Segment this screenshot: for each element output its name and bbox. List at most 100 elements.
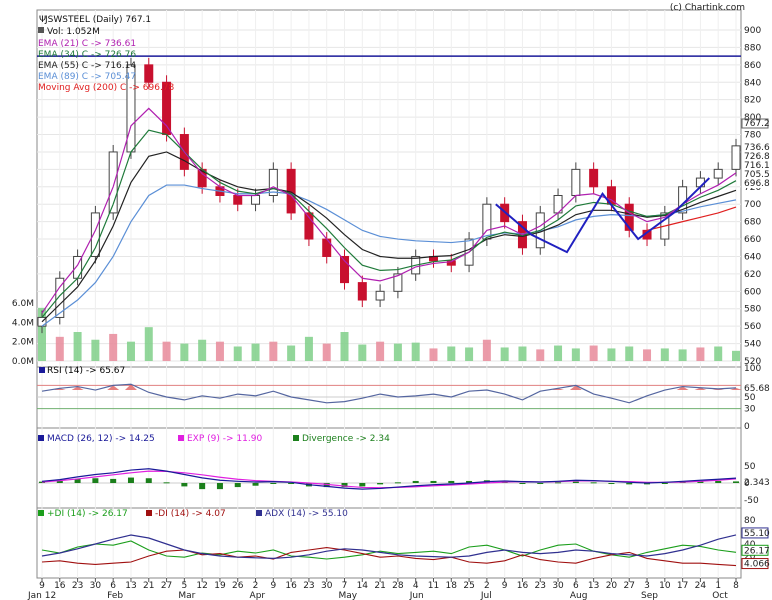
- volume-bar: [500, 347, 509, 361]
- candle-body: [589, 168, 599, 188]
- price-tick-label: 580: [744, 305, 761, 315]
- ema21-line: [41, 107, 737, 314]
- legend-entry: EMA (21) C -> 736.61: [38, 39, 136, 49]
- divergence-bar: [56, 480, 63, 483]
- volume-tick-label: 6.0M: [12, 299, 34, 309]
- volume-label: Vol: 1.052M: [47, 27, 100, 37]
- rsi-legend-swatch: [39, 367, 45, 373]
- volume-bar: [376, 341, 385, 361]
- watermark-text: (c) Chartink.com: [670, 3, 745, 13]
- x-day-label: 27: [161, 581, 172, 591]
- macd-tick-label: -50: [744, 496, 759, 506]
- price-tick-label: 540: [744, 340, 761, 350]
- volume-bar: [678, 349, 687, 361]
- volume-bar: [322, 343, 331, 361]
- candle-body: [90, 212, 100, 257]
- x-day-label: 24: [695, 581, 707, 591]
- volume-bar: [536, 349, 545, 361]
- x-day-label: 23: [535, 581, 546, 591]
- rsi-tick-label: 50: [744, 393, 756, 403]
- x-day-label: 16: [54, 581, 66, 591]
- value-label: 736.6: [744, 143, 770, 153]
- divergence-bar: [626, 483, 633, 485]
- divergence-bar: [448, 480, 455, 483]
- volume-bar: [287, 345, 296, 361]
- x-day-label: 5: [181, 581, 187, 591]
- volume-bar: [607, 348, 616, 361]
- divergence-bar: [661, 483, 668, 484]
- price-tick-label: 840: [744, 78, 761, 88]
- x-day-label: 7: [342, 581, 348, 591]
- adx-line: [41, 534, 737, 560]
- x-day-label: 12: [196, 581, 207, 591]
- value-label-box: [742, 143, 768, 152]
- macd-legend-label: MACD (26, 12) -> 14.25: [47, 434, 155, 444]
- x-day-label: 16: [285, 581, 297, 591]
- rsi-overbought-fill: [71, 386, 84, 391]
- price-tick-label: 560: [744, 322, 761, 332]
- volume-bar: [180, 343, 189, 361]
- x-month-label: Jun: [409, 591, 424, 600]
- value-label-box: [742, 161, 768, 170]
- price-tick-label: 800: [744, 113, 761, 123]
- divergence-bar: [555, 482, 562, 484]
- candle-body: [731, 145, 741, 170]
- candle-body: [446, 260, 456, 266]
- volume-tick-label: 2.0M: [12, 338, 34, 348]
- dmi-tick-label: 80: [744, 516, 756, 526]
- chart-title: JSWSTEEL (Daily) 767.1: [44, 15, 151, 25]
- candle-body: [55, 277, 65, 318]
- candle-body: [624, 203, 634, 231]
- x-day-label: 27: [624, 581, 635, 591]
- candle-body: [233, 195, 243, 205]
- divergence-bar: [92, 478, 99, 483]
- panel-frame: [36, 507, 742, 579]
- dmi-tick-label: 20: [744, 552, 756, 562]
- value-label: 705.5: [744, 170, 770, 180]
- volume-bar: [571, 348, 580, 361]
- candle-body: [357, 282, 367, 301]
- divergence-bar: [715, 480, 722, 483]
- volume-bar: [251, 343, 260, 361]
- x-day-label: 13: [125, 581, 136, 591]
- x-day-label: 13: [588, 581, 599, 591]
- x-day-label: 3: [644, 581, 650, 591]
- divergence-bar: [644, 483, 651, 485]
- volume-bar: [358, 344, 367, 361]
- volume-bar: [73, 332, 82, 361]
- divergence-bar: [537, 483, 544, 484]
- volume-bar: [411, 342, 420, 361]
- x-day-label: 1: [715, 581, 721, 591]
- dmi-legend-swatch: [256, 510, 262, 516]
- rsi-overbought-fill: [694, 387, 707, 391]
- divergence-bar: [608, 483, 615, 484]
- dmi-value-label: 55.10: [744, 529, 770, 539]
- divergence-bar: [323, 483, 330, 488]
- price-tick-label: 520: [744, 357, 761, 367]
- macd-legend-swatch: [293, 435, 299, 441]
- volume-bar: [465, 347, 474, 361]
- volume-bar: [393, 343, 402, 361]
- volume-bar: [91, 339, 100, 361]
- price-tick-label: 660: [744, 235, 761, 245]
- macd-legend-swatch: [38, 435, 44, 441]
- x-day-label: 30: [552, 581, 564, 591]
- price-tick-label: 780: [744, 131, 761, 141]
- x-month-label: Apr: [250, 591, 266, 600]
- candle-body: [144, 64, 154, 83]
- volume-bar: [340, 332, 349, 361]
- divergence-bar: [39, 481, 45, 483]
- rsi-value-label: 65.68: [744, 384, 770, 394]
- divergence-bar: [252, 483, 259, 486]
- macd-legend-label: EXP (9) -> 11.90: [187, 434, 262, 444]
- volume-bar: [215, 341, 224, 361]
- logo-icon: Ψ: [39, 15, 46, 25]
- x-day-label: 21: [143, 581, 154, 591]
- divergence-bar: [163, 482, 170, 484]
- candle-body: [713, 168, 723, 179]
- price-tick-label: 640: [744, 252, 761, 262]
- rsi-overbought-fill: [107, 385, 120, 391]
- x-month-label: Feb: [107, 591, 123, 600]
